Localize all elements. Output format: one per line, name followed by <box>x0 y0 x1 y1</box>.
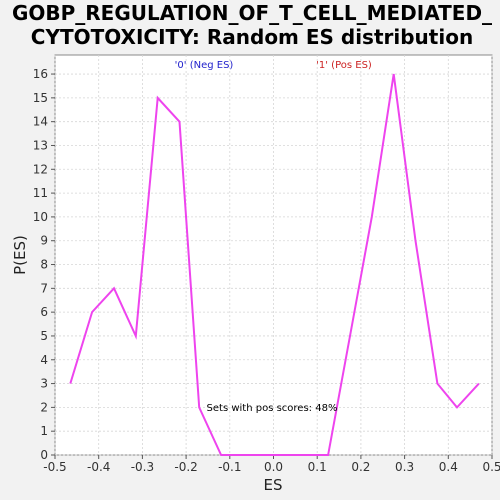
y-tick-label: 3 <box>40 377 48 391</box>
y-tick-label: 11 <box>33 186 48 200</box>
legend-pos-es: '1' (Pos ES) <box>316 60 372 71</box>
y-tick-label: 8 <box>40 258 48 272</box>
y-tick-label: 13 <box>33 138 48 152</box>
y-tick-label: 4 <box>40 353 48 367</box>
y-tick-label: 5 <box>40 329 48 343</box>
x-tick-label: 0.5 <box>482 460 500 474</box>
chart-title-line-2: CYTOTOXICITY: Random ES distribution <box>31 25 473 49</box>
x-tick-label: -0.5 <box>43 460 66 474</box>
y-tick-label: 12 <box>33 162 48 176</box>
y-tick-label: 14 <box>33 115 48 129</box>
series-layer <box>69 73 480 456</box>
x-tick-label: -0.1 <box>218 460 241 474</box>
es-distribution-line <box>69 73 480 456</box>
y-tick-label: 2 <box>40 400 48 414</box>
y-tick-label: 10 <box>33 210 48 224</box>
chart-title-line-1: GOBP_REGULATION_OF_T_CELL_MEDIATED_ <box>12 1 492 25</box>
y-tick-label: 7 <box>40 281 48 295</box>
x-tick-label: 0.3 <box>395 460 414 474</box>
y-tick-label: 0 <box>40 448 48 462</box>
x-axis-label: ES <box>264 476 283 494</box>
y-tick-label: 6 <box>40 305 48 319</box>
x-tick-label: 0.1 <box>308 460 327 474</box>
x-tick-label: -0.3 <box>131 460 154 474</box>
x-tick-label: 0.2 <box>351 460 370 474</box>
axis-ticks: -0.5 -0.4 -0.3 -0.2 -0.1 0.0 0.1 0.2 0.3 0.4 0.5 0 1… <box>33 67 500 474</box>
legend-neg-es: '0' (Neg ES) <box>175 60 234 71</box>
y-tick-label: 16 <box>33 67 48 81</box>
pos-scores-annotation: Sets with pos scores: 48% <box>207 403 338 414</box>
x-tick-label: 0.0 <box>264 460 283 474</box>
x-tick-label: -0.2 <box>174 460 197 474</box>
y-tick-label: 9 <box>40 234 48 248</box>
y-axis-label: P(ES) <box>11 235 29 275</box>
x-tick-label: -0.4 <box>87 460 110 474</box>
x-tick-label: 0.4 <box>439 460 458 474</box>
y-tick-label: 1 <box>40 424 48 438</box>
y-tick-label: 15 <box>33 91 48 105</box>
